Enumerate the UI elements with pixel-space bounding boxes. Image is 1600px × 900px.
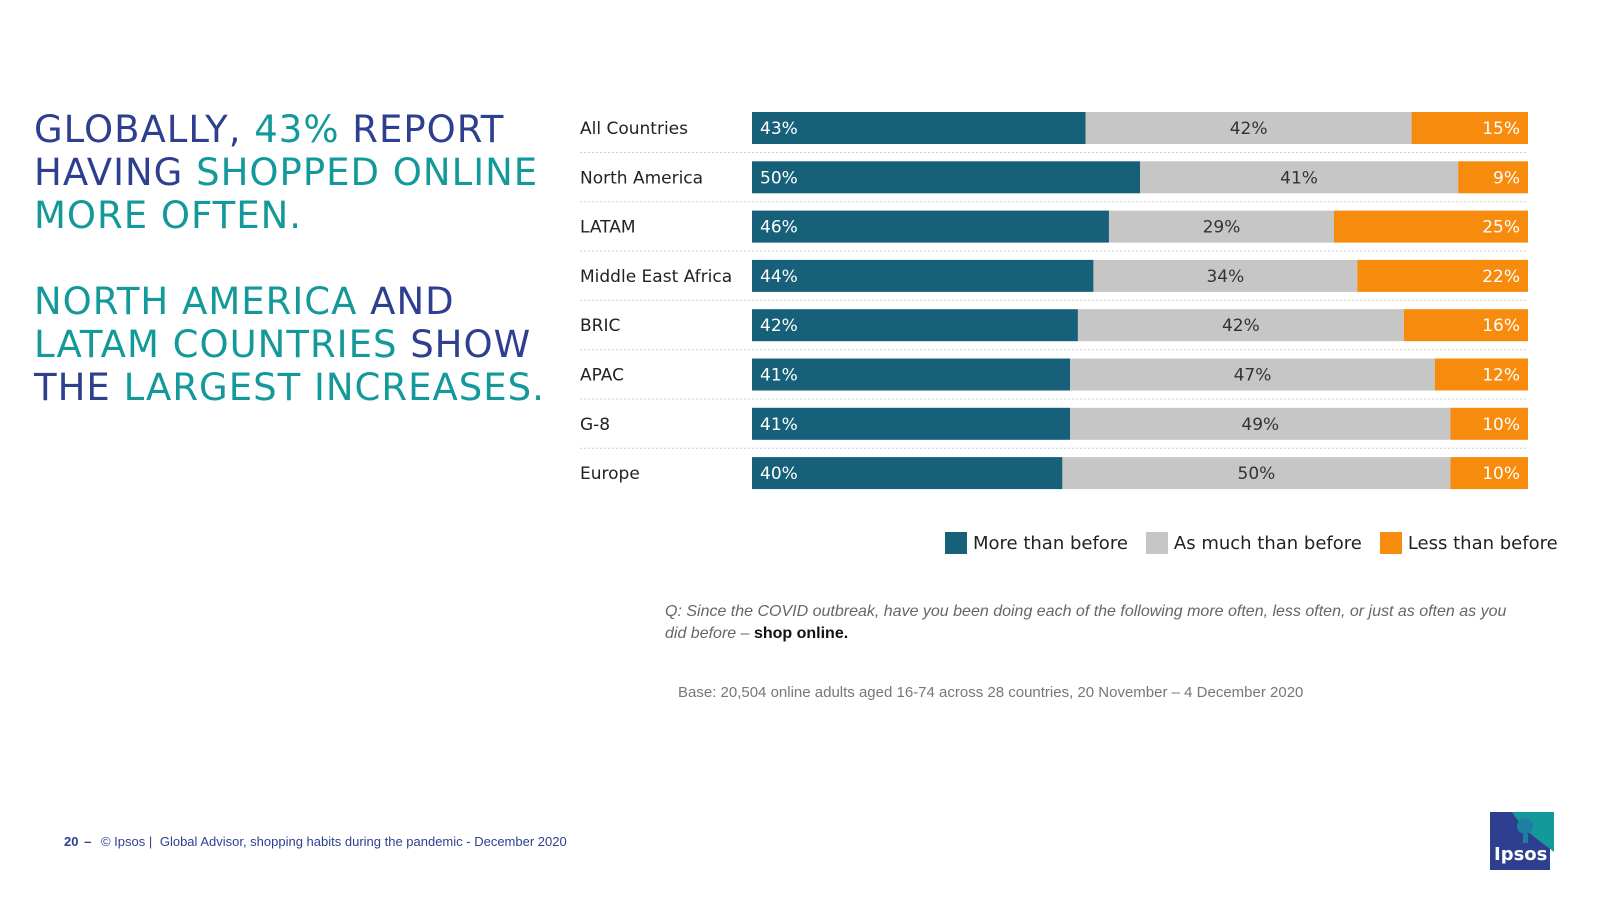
bar-segment — [1458, 161, 1528, 194]
headline-p2-segment-0: NORTH AMERICA — [34, 280, 358, 323]
legend-label-more: More than before — [973, 532, 1128, 554]
data-label: 49% — [1241, 415, 1279, 435]
legend-swatch-more — [945, 532, 967, 554]
bar-segment — [752, 210, 1109, 243]
bar-segment — [752, 161, 1140, 194]
legend-label-less: Less than before — [1407, 532, 1558, 554]
headline-p1-segment-1: 43% — [254, 108, 340, 151]
data-label: 41% — [1280, 168, 1318, 188]
survey-question-topic: shop online. — [753, 625, 849, 642]
bar-segment — [752, 259, 1094, 292]
bar-segment — [1434, 358, 1528, 391]
data-label: 10% — [1482, 464, 1520, 484]
bar-segment — [752, 358, 1071, 391]
data-label: 46% — [760, 218, 798, 238]
data-label: 50% — [1238, 464, 1276, 484]
data-label: 34% — [1206, 267, 1244, 287]
bar-segment — [1070, 407, 1451, 440]
headline-p1-segment-0: GLOBALLY, — [34, 108, 255, 151]
headline-p2-segment-1: AND — [357, 280, 455, 323]
bar-segment — [752, 457, 1063, 490]
legend-item-more: More than before — [945, 532, 1128, 554]
bar-segment — [1093, 259, 1358, 292]
data-label: 10% — [1482, 415, 1520, 435]
category-label: BRIC — [580, 316, 620, 336]
bar-segment — [1077, 309, 1404, 342]
data-label: 47% — [1234, 366, 1272, 386]
data-label: 44% — [760, 267, 798, 287]
data-label: 42% — [760, 316, 798, 336]
data-label: 41% — [760, 366, 798, 386]
footer-copyright: © Ipsos | — [100, 834, 153, 849]
bar-segment — [752, 112, 1086, 144]
category-label: G-8 — [580, 415, 610, 435]
legend-item-less: Less than before — [1379, 532, 1558, 554]
sample-base-note: Base: 20,504 online adults aged 16-74 ac… — [678, 684, 1304, 701]
data-label: 42% — [1230, 119, 1268, 139]
bar-segment — [1085, 112, 1412, 144]
headline-p1-segment-2: REPORT HAVING — [34, 108, 505, 194]
category-label: Middle East Africa — [580, 267, 732, 287]
survey-question-text: Q: Since the COVID outbreak, have you be… — [665, 603, 1507, 642]
category-label: LATAM — [580, 218, 636, 238]
headline-p2-segment-3: SHOW THE — [34, 323, 532, 409]
legend-swatch-less — [1379, 532, 1402, 554]
data-label: 9% — [1493, 168, 1520, 188]
bar-segment — [1070, 358, 1435, 391]
bar-segment — [1403, 309, 1528, 342]
data-label: 22% — [1482, 267, 1520, 287]
ipsos-logo-icon: Ipsos — [1490, 812, 1554, 870]
category-label: Europe — [580, 464, 640, 484]
footer-source: Global Advisor, shopping habits during t… — [159, 834, 567, 849]
category-label: All Countries — [580, 119, 688, 139]
bar-segment — [1334, 210, 1528, 243]
data-label: 15% — [1482, 119, 1520, 139]
data-label: 42% — [1222, 316, 1260, 336]
footer-dash: – — [84, 834, 92, 849]
data-label: 12% — [1482, 366, 1520, 386]
bar-segment — [1062, 457, 1451, 490]
bar-segment — [1450, 457, 1528, 490]
data-label: 25% — [1482, 218, 1520, 238]
bar-segment — [1411, 112, 1528, 144]
headline-paragraph-2: NORTH AMERICA AND LATAM COUNTRIES SHOW T… — [34, 280, 554, 409]
bar-segment — [1108, 210, 1334, 243]
survey-question: Q: Since the COVID outbreak, have you be… — [665, 601, 1525, 645]
page-number: 20 — [64, 834, 79, 849]
bar-segment — [752, 309, 1078, 342]
data-label: 29% — [1203, 218, 1241, 238]
bar-segment — [1140, 161, 1459, 194]
headline-p1-segment-3: SHOPPED ONLINE MORE OFTEN. — [34, 151, 539, 237]
bar-segment — [1357, 259, 1528, 292]
headline-p2-segment-2: LATAM COUNTRIES — [34, 323, 398, 366]
legend-label-as-much: As much than before — [1173, 532, 1362, 554]
headline: GLOBALLY, 43% REPORT HAVING SHOPPED ONLI… — [34, 108, 554, 452]
category-label: North America — [580, 168, 703, 188]
category-label: APAC — [580, 366, 624, 386]
data-label: 50% — [760, 168, 798, 188]
bar-segment — [752, 407, 1071, 440]
legend-swatch-as-much — [1145, 532, 1168, 554]
data-label: 16% — [1482, 316, 1520, 336]
footer: 20 – © Ipsos | Global Advisor, shopping … — [64, 834, 567, 849]
data-label: 40% — [760, 464, 798, 484]
bar-segment — [1450, 407, 1528, 440]
stacked-bar-chart: All Countries 43% 42% 15% North America 50% 41… — [580, 112, 1528, 490]
chart-legend: More than before As much than before Les… — [945, 530, 1576, 556]
legend-item-as-much: As much than before — [1145, 532, 1362, 554]
data-label: 43% — [760, 119, 798, 139]
headline-paragraph-1: GLOBALLY, 43% REPORT HAVING SHOPPED ONLI… — [34, 108, 554, 237]
headline-p2-segment-4: LARGEST INCREASES. — [123, 366, 545, 409]
data-label: 41% — [760, 415, 798, 435]
ipsos-logo-text: Ipsos — [1494, 844, 1547, 865]
